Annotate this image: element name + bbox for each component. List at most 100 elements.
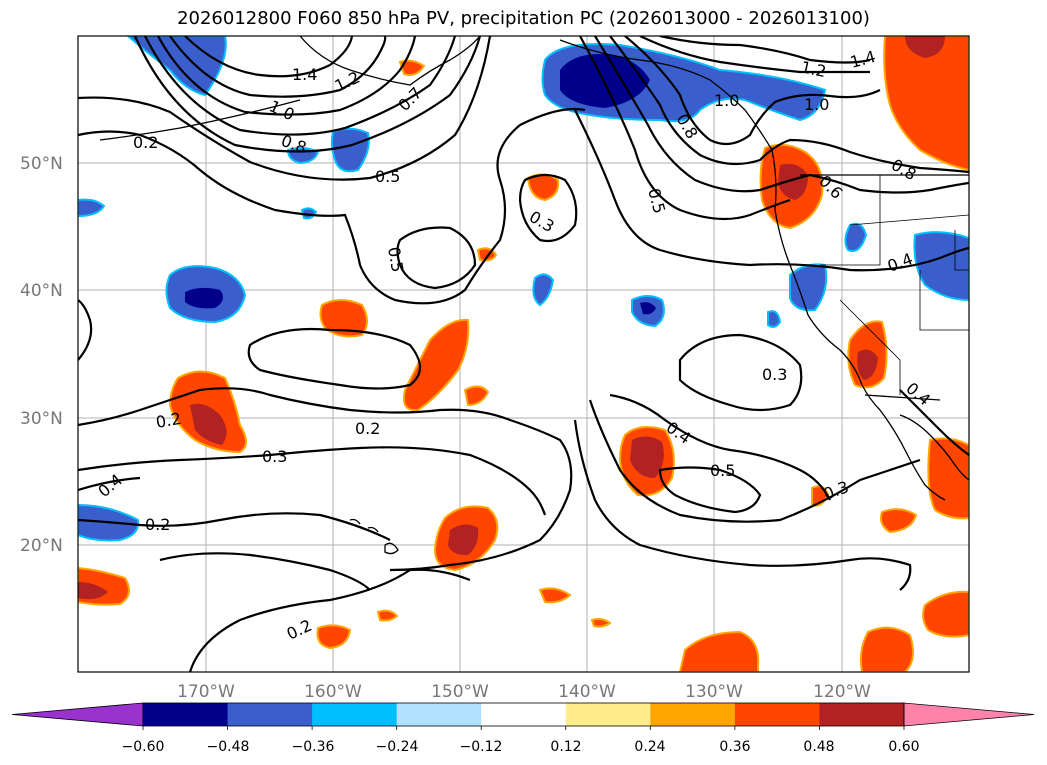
pv-contour-0.3-se	[588, 399, 921, 523]
pv-contour-1.2-nw	[169, 36, 387, 98]
contour-label: 1.2	[799, 57, 828, 81]
map-content: 1.4 1.2 1.0 0.8 0.7 0.2 0.5 0.5 0.3 0.5 …	[78, 36, 969, 672]
pv-contour-0.5-nw	[78, 36, 492, 181]
colorbar-segment	[143, 703, 229, 726]
lon-label-140w: 140°W	[558, 682, 616, 702]
lon-axis-labels: 170°W 160°W 150°W 140°W 130°W 120°W	[177, 682, 871, 702]
precip-area-pos-small1	[376, 609, 399, 622]
map-frame	[77, 35, 970, 673]
precip-area-pos-150w-south-core	[448, 524, 479, 556]
pv-contours	[78, 36, 969, 672]
coastlines	[99, 36, 969, 555]
pv-contour-0.4-ne	[574, 109, 969, 272]
contour-label: 1.0	[714, 91, 739, 110]
pv-contour-0.3-ne-corner	[899, 389, 969, 456]
pv-contour-0.4-e	[609, 393, 831, 501]
hawaii-island-1	[384, 542, 399, 555]
lat-label-40n: 40°N	[20, 281, 63, 301]
colorbar-tick-label: −0.48	[207, 739, 250, 755]
precip-area-pos-se	[922, 590, 969, 638]
contour-label: 0.2	[154, 409, 182, 432]
colorbar-tick-label: −0.60	[122, 739, 165, 755]
precip-area-pos-se2	[859, 626, 915, 672]
contour-label: 0.5	[384, 245, 407, 273]
coastline-baja	[879, 409, 946, 501]
contour-label: 0.3	[262, 447, 287, 466]
colorbar-segment	[312, 703, 398, 726]
lat-label-50n: 50°N	[20, 154, 63, 174]
pv-contour-0.2-s	[78, 387, 573, 572]
lon-label-160w: 160°W	[304, 682, 362, 702]
hawaii-island-3	[367, 526, 379, 533]
precip-area-pos-small4	[398, 59, 426, 76]
pv-contour-0.5-e	[658, 466, 762, 514]
contour-label: 0.3	[762, 365, 787, 384]
precip-area-pos-sw-core	[78, 582, 108, 600]
lon-label-120w: 120°W	[813, 682, 871, 702]
precip-area-neg-small1	[767, 310, 782, 328]
colorbar-segment	[227, 703, 313, 726]
colorbar-tick-label: 0.12	[550, 739, 581, 755]
pv-contour-0.2-sw	[78, 512, 391, 541]
lon-label-170w: 170°W	[177, 682, 235, 702]
border-states-1	[820, 175, 881, 266]
pv-contour-0.3-mid	[518, 173, 578, 243]
precip-area-neg-135w-core	[640, 302, 656, 315]
pv-contour-0.2-far-s	[188, 568, 471, 672]
precip-area-pos-ne-small	[905, 36, 945, 58]
pv-contour-0.8-nw	[144, 36, 457, 136]
pv-contour-0.3-e	[678, 333, 803, 412]
colorbar-tick-label: 0.36	[719, 739, 750, 755]
colorbar-segment	[734, 703, 820, 726]
pv-contour-0.2-bottom	[159, 552, 371, 591]
precip-area-pos-175w-core	[190, 403, 227, 445]
pv-contour-0.3-midleft	[247, 327, 422, 390]
precip-area-pos-160w	[319, 299, 368, 338]
contour-label: 0.5	[375, 167, 400, 186]
contour-label: 0.2	[355, 419, 380, 438]
colorbar-tick-label: 0.60	[888, 739, 919, 755]
pv-contour-0.8-ne	[609, 36, 969, 174]
colorbar-tick-labels: −0.60 −0.48 −0.36 −0.24 −0.12 0.12 0.24 …	[122, 739, 920, 755]
pv-contour-1.4-nw	[184, 36, 354, 78]
colorbar-tick-label: 0.48	[803, 739, 834, 755]
contour-label: 0.2	[145, 515, 170, 534]
precip-area-neg-gulf-core	[560, 54, 650, 108]
pv-contour-0.5-ne	[579, 36, 791, 221]
pv-contour-0.2-se	[573, 419, 912, 591]
pv-contour-0.6-ne	[594, 36, 969, 194]
contour-label: 1.4	[292, 65, 317, 84]
colorbar	[11, 702, 1035, 730]
colorbar-segment	[565, 703, 651, 726]
border-states-5	[954, 230, 969, 271]
pv-contour-1.2-ne	[639, 36, 870, 74]
precip-area-pos-160w-s	[316, 624, 352, 650]
pv-contour-1.0-ne	[624, 36, 881, 146]
precip-area-pos-socal-core	[857, 349, 878, 380]
colorbar-segment	[481, 703, 567, 726]
coastline-gulf-alaska	[559, 39, 773, 151]
pv-contour-0.5-mid	[396, 226, 477, 290]
pv-contour-0.4-s	[78, 476, 141, 492]
border-us-mexico	[864, 394, 941, 401]
precip-area-pos-pnw-core	[778, 163, 808, 200]
lat-axis-labels: 50°N 40°N 30°N 20°N	[20, 154, 63, 556]
pv-contour-0.7-nw	[133, 36, 482, 153]
colorbar-tick-label: 0.24	[634, 739, 665, 755]
hawaii-island-2	[349, 518, 361, 525]
colorbar-extend-max	[903, 702, 1035, 727]
pv-contour-0.2-left	[78, 299, 93, 361]
border-states-4	[919, 270, 969, 331]
pv-contour-1.4-ne	[659, 36, 871, 64]
precip-area-pos-147w	[463, 385, 490, 407]
coastline-west-coast	[771, 149, 881, 411]
precip-area-pos-s-mid	[678, 630, 760, 672]
precip-negative-areas	[78, 36, 969, 542]
precip-area-pos-small2	[538, 587, 572, 604]
precip-area-pos-baja2	[880, 508, 918, 534]
precip-area-neg-142w	[532, 273, 555, 307]
precip-area-pos-small3	[590, 618, 612, 628]
lon-label-130w: 130°W	[685, 682, 743, 702]
colorbar-segment	[650, 703, 736, 726]
